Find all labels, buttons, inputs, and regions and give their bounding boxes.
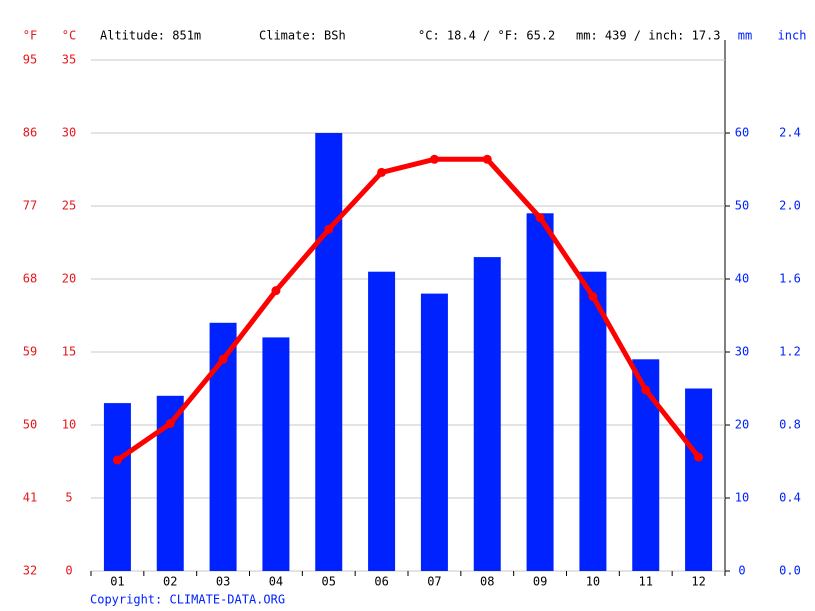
climate: Climate: BSh (259, 29, 346, 43)
c-tick-label: 10 (62, 418, 76, 432)
temp-point (324, 224, 334, 234)
temp-mean: °C: 18.4 / °F: 65.2 (418, 29, 555, 43)
c-tick-label: 25 (62, 199, 76, 213)
temp-point (218, 354, 228, 364)
temp-point (377, 167, 387, 177)
precip-bar (103, 403, 131, 571)
temp-point (165, 419, 175, 429)
x-tick-label: 02 (163, 575, 177, 589)
x-tick-label: 10 (586, 575, 600, 589)
c-tick-label: 35 (62, 53, 76, 67)
x-tick-label: 01 (110, 575, 124, 589)
f-axis-label: °F (23, 29, 37, 43)
temp-point (641, 385, 651, 395)
x-tick-label: 06 (374, 575, 388, 589)
f-tick-label: 95 (23, 53, 37, 67)
altitude: Altitude: 851m (100, 29, 201, 43)
x-tick-label: 04 (269, 575, 283, 589)
precip-bar (473, 257, 501, 571)
temp-point (588, 292, 598, 302)
temp-point (694, 452, 704, 462)
inch-tick-label: 1.6 (779, 272, 801, 286)
copyright: Copyright: CLIMATE-DATA.ORG (90, 593, 285, 607)
c-tick-label: 15 (62, 345, 76, 359)
mm-tick-label: 60 (735, 126, 749, 140)
f-tick-label: 86 (23, 126, 37, 140)
precip-bar (632, 359, 660, 571)
f-tick-label: 41 (23, 491, 37, 505)
f-tick-label: 77 (23, 199, 37, 213)
c-tick-label: 20 (62, 272, 76, 286)
precip-bar (685, 388, 713, 571)
inch-tick-label: 2.4 (779, 126, 801, 140)
x-tick-label: 08 (480, 575, 494, 589)
mm-tick-label: 50 (735, 199, 749, 213)
c-axis-label: °C (62, 29, 76, 43)
f-tick-label: 59 (23, 345, 37, 359)
inch-tick-label: 2.0 (779, 199, 801, 213)
temp-point (482, 154, 492, 164)
precip-bar (262, 337, 290, 571)
inch-axis-label: inch (778, 29, 807, 43)
mm-tick-label: 40 (735, 272, 749, 286)
f-tick-label: 32 (23, 564, 37, 578)
precip-bar (315, 133, 343, 571)
inch-tick-label: 0.0 (779, 564, 801, 578)
temp-point (271, 286, 281, 296)
precip-bar (579, 271, 607, 571)
f-tick-label: 50 (23, 418, 37, 432)
c-tick-label: 5 (65, 491, 72, 505)
x-tick-label: 11 (639, 575, 653, 589)
temp-line (115, 156, 701, 463)
x-tick-label: 03 (216, 575, 230, 589)
temp-point (429, 154, 439, 164)
temp-point (535, 213, 545, 223)
f-tick-label: 68 (23, 272, 37, 286)
temp-point (112, 455, 122, 465)
x-tick-label: 12 (691, 575, 705, 589)
c-tick-label: 30 (62, 126, 76, 140)
precip-bar (420, 293, 448, 571)
precip-bar (526, 213, 554, 572)
x-tick-label: 05 (322, 575, 336, 589)
mm-tick-label: 20 (735, 418, 749, 432)
inch-tick-label: 0.8 (779, 418, 801, 432)
mm-axis-label: mm (738, 29, 752, 43)
c-tick-label: 0 (65, 564, 72, 578)
precip-bar (368, 271, 396, 571)
x-tick-label: 07 (427, 575, 441, 589)
mm-tick-label: 10 (735, 491, 749, 505)
inch-tick-label: 1.2 (779, 345, 801, 359)
mm-tick-label: 30 (735, 345, 749, 359)
inch-tick-label: 0.4 (779, 491, 801, 505)
x-tick-label: 09 (533, 575, 547, 589)
mm-tick-label: 0 (738, 564, 745, 578)
precip-total: mm: 439 / inch: 17.3 (576, 29, 721, 43)
precip-bar (209, 322, 237, 571)
